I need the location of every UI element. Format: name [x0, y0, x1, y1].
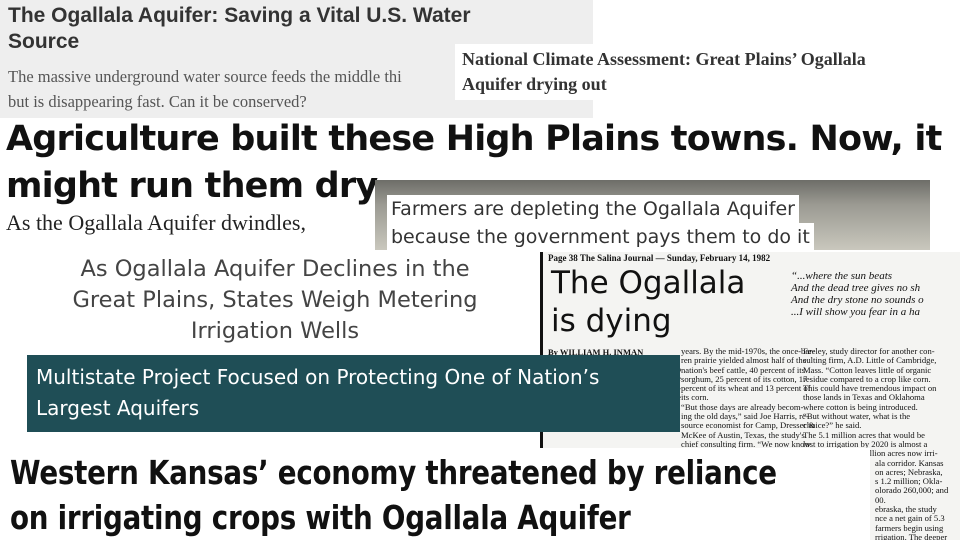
clip-8-title: Western Kansas’ economy threatened by re…: [10, 450, 777, 540]
body-line: nation's beef cattle, 40 percent of its: [681, 364, 805, 375]
title-line: Largest Aquifers: [36, 396, 200, 420]
body-line: s 1.2 million; Okla-: [875, 476, 943, 487]
paper-quote: “...where the sun beats And the dead tre…: [791, 270, 924, 318]
body-line: ing the old days,” said Joe Harris, re-: [681, 411, 809, 422]
title-line: on irrigating crops with Ogallala Aquife…: [10, 498, 631, 537]
clip-4-title: Farmers are depleting the Ogallala Aquif…: [387, 195, 814, 250]
body-line: 00.: [875, 494, 886, 505]
body-line: years. By the mid-1970s, the once-bar-: [681, 346, 815, 356]
body-line: ebraska, the study: [875, 504, 937, 515]
title-line: is dying: [551, 303, 672, 339]
column: Feeley, study director for another con-s…: [803, 346, 960, 540]
body-line: third of the 14.3 million acres now irri…: [803, 448, 938, 459]
title-line: Western Kansas’ economy threatened by re…: [10, 453, 777, 492]
title-line: Aquifer drying out: [462, 74, 607, 94]
body-line: Mass. “Cotton leaves little of organic: [803, 364, 932, 375]
quote-line: And the dry stone no sounds o: [791, 294, 924, 306]
title-line: The Ogallala: [551, 265, 746, 301]
subtitle-line: but is disappearing fast. Can it be cons…: [8, 92, 307, 111]
title-line: might run them dry: [6, 166, 378, 206]
body-line: “But those days are already becom-: [681, 401, 804, 412]
body-line: “But without water, what is the: [803, 411, 911, 422]
clip-5: As Ogallala Aquifer Declines in the Grea…: [0, 252, 545, 352]
body-line: on acres; Nebraska,: [875, 466, 943, 477]
quote-line: “...where the sun beats: [791, 270, 893, 282]
title-line: Farmers are depleting the Ogallala Aquif…: [387, 195, 799, 223]
clip-6-newspaper: Page 38 The Salina Journal — Sunday, Feb…: [540, 252, 960, 540]
clip-1-title: The Ogallala Aquifer: Saving a Vital U.S…: [8, 3, 471, 55]
clip-1-subtitle: The massive underground water source fee…: [8, 64, 402, 114]
body-line: those lands in Texas and Oklahoma: [803, 392, 925, 403]
clip-4: Farmers are depleting the Ogallala Aquif…: [375, 180, 930, 250]
body-line: ren prairie yielded almost half of the: [681, 355, 807, 366]
column: years. By the mid-1970s, the once-bar-re…: [681, 346, 816, 459]
body-line: sorghum, 25 percent of its cotton, 17: [681, 373, 808, 384]
body-line: The 5.1 million acres that would be: [803, 429, 925, 440]
body-line: McKee of Austin, Texas, the study's: [681, 429, 805, 440]
body-line: rrigation. The deeper: [875, 531, 948, 540]
clip-3: Agriculture built these High Plains town…: [0, 116, 960, 246]
body-line: residue compared to a crop like corn.: [803, 373, 931, 384]
body-line: This could have tremendous impact on: [803, 383, 937, 394]
subtitle-line: The massive underground water source fee…: [8, 67, 402, 86]
body-line: percent of its wheat and 13 percent of: [681, 383, 811, 394]
clip-2: National Climate Assessment: Great Plain…: [455, 44, 960, 100]
body-line: Feeley, study director for another con-: [803, 346, 935, 356]
body-line: nce a net gain of 5.3: [875, 513, 945, 524]
title-line: The Ogallala Aquifer: Saving a Vital U.S…: [8, 4, 471, 27]
clip-3-subtitle: As the Ogallala Aquifer dwindles,: [6, 210, 306, 235]
body-line: its corn.: [681, 392, 709, 403]
body-line: lost to irrigation by 2020 is almost a: [803, 438, 928, 449]
title-line: National Climate Assessment: Great Plain…: [462, 49, 866, 69]
quote-line: And the dead tree gives no sh: [791, 282, 921, 294]
body-line: chief consulting firm. “We now know: [681, 438, 811, 449]
body-line: choice?” he said.: [803, 420, 862, 431]
clip-5-title: As Ogallala Aquifer Declines in the Grea…: [0, 254, 545, 347]
title-line: Agriculture built these High Plains town…: [6, 119, 942, 159]
clip-7-title: Multistate Project Focused on Protecting…: [36, 362, 599, 424]
body-line: source economist for Camp, Dresser &: [681, 420, 816, 431]
clip-8: Western Kansas’ economy threatened by re…: [0, 448, 870, 540]
title-line: Source: [8, 30, 80, 53]
clip-3-title: Agriculture built these High Plains town…: [6, 116, 942, 210]
body-line: olorado 260,000; and: [875, 485, 949, 496]
title-line: Irrigation Wells: [190, 318, 360, 344]
body-line: sulting firm, A.D. Little of Cambridge,: [803, 355, 937, 366]
title-line: Multistate Project Focused on Protecting…: [36, 365, 600, 389]
clip-2-title: National Climate Assessment: Great Plain…: [462, 47, 866, 97]
body-line: ala corridor. Kansas: [875, 457, 944, 468]
title-line: Great Plains, States Weigh Metering: [72, 287, 478, 313]
paper-header: Page 38 The Salina Journal — Sunday, Feb…: [548, 253, 771, 263]
body-line: where cotton is being introduced.: [803, 401, 918, 412]
title-line: As Ogallala Aquifer Declines in the: [80, 256, 470, 282]
title-line: because the government pays them to do i…: [387, 223, 814, 250]
byline: By WILLIAM H. INMAN: [548, 347, 644, 357]
quote-line: ...I will show you fear in a ha: [791, 306, 920, 318]
clip-7: Multistate Project Focused on Protecting…: [27, 355, 680, 432]
body-line: farmers begin using: [875, 522, 944, 533]
paper-title: The Ogallala is dying: [551, 264, 745, 340]
